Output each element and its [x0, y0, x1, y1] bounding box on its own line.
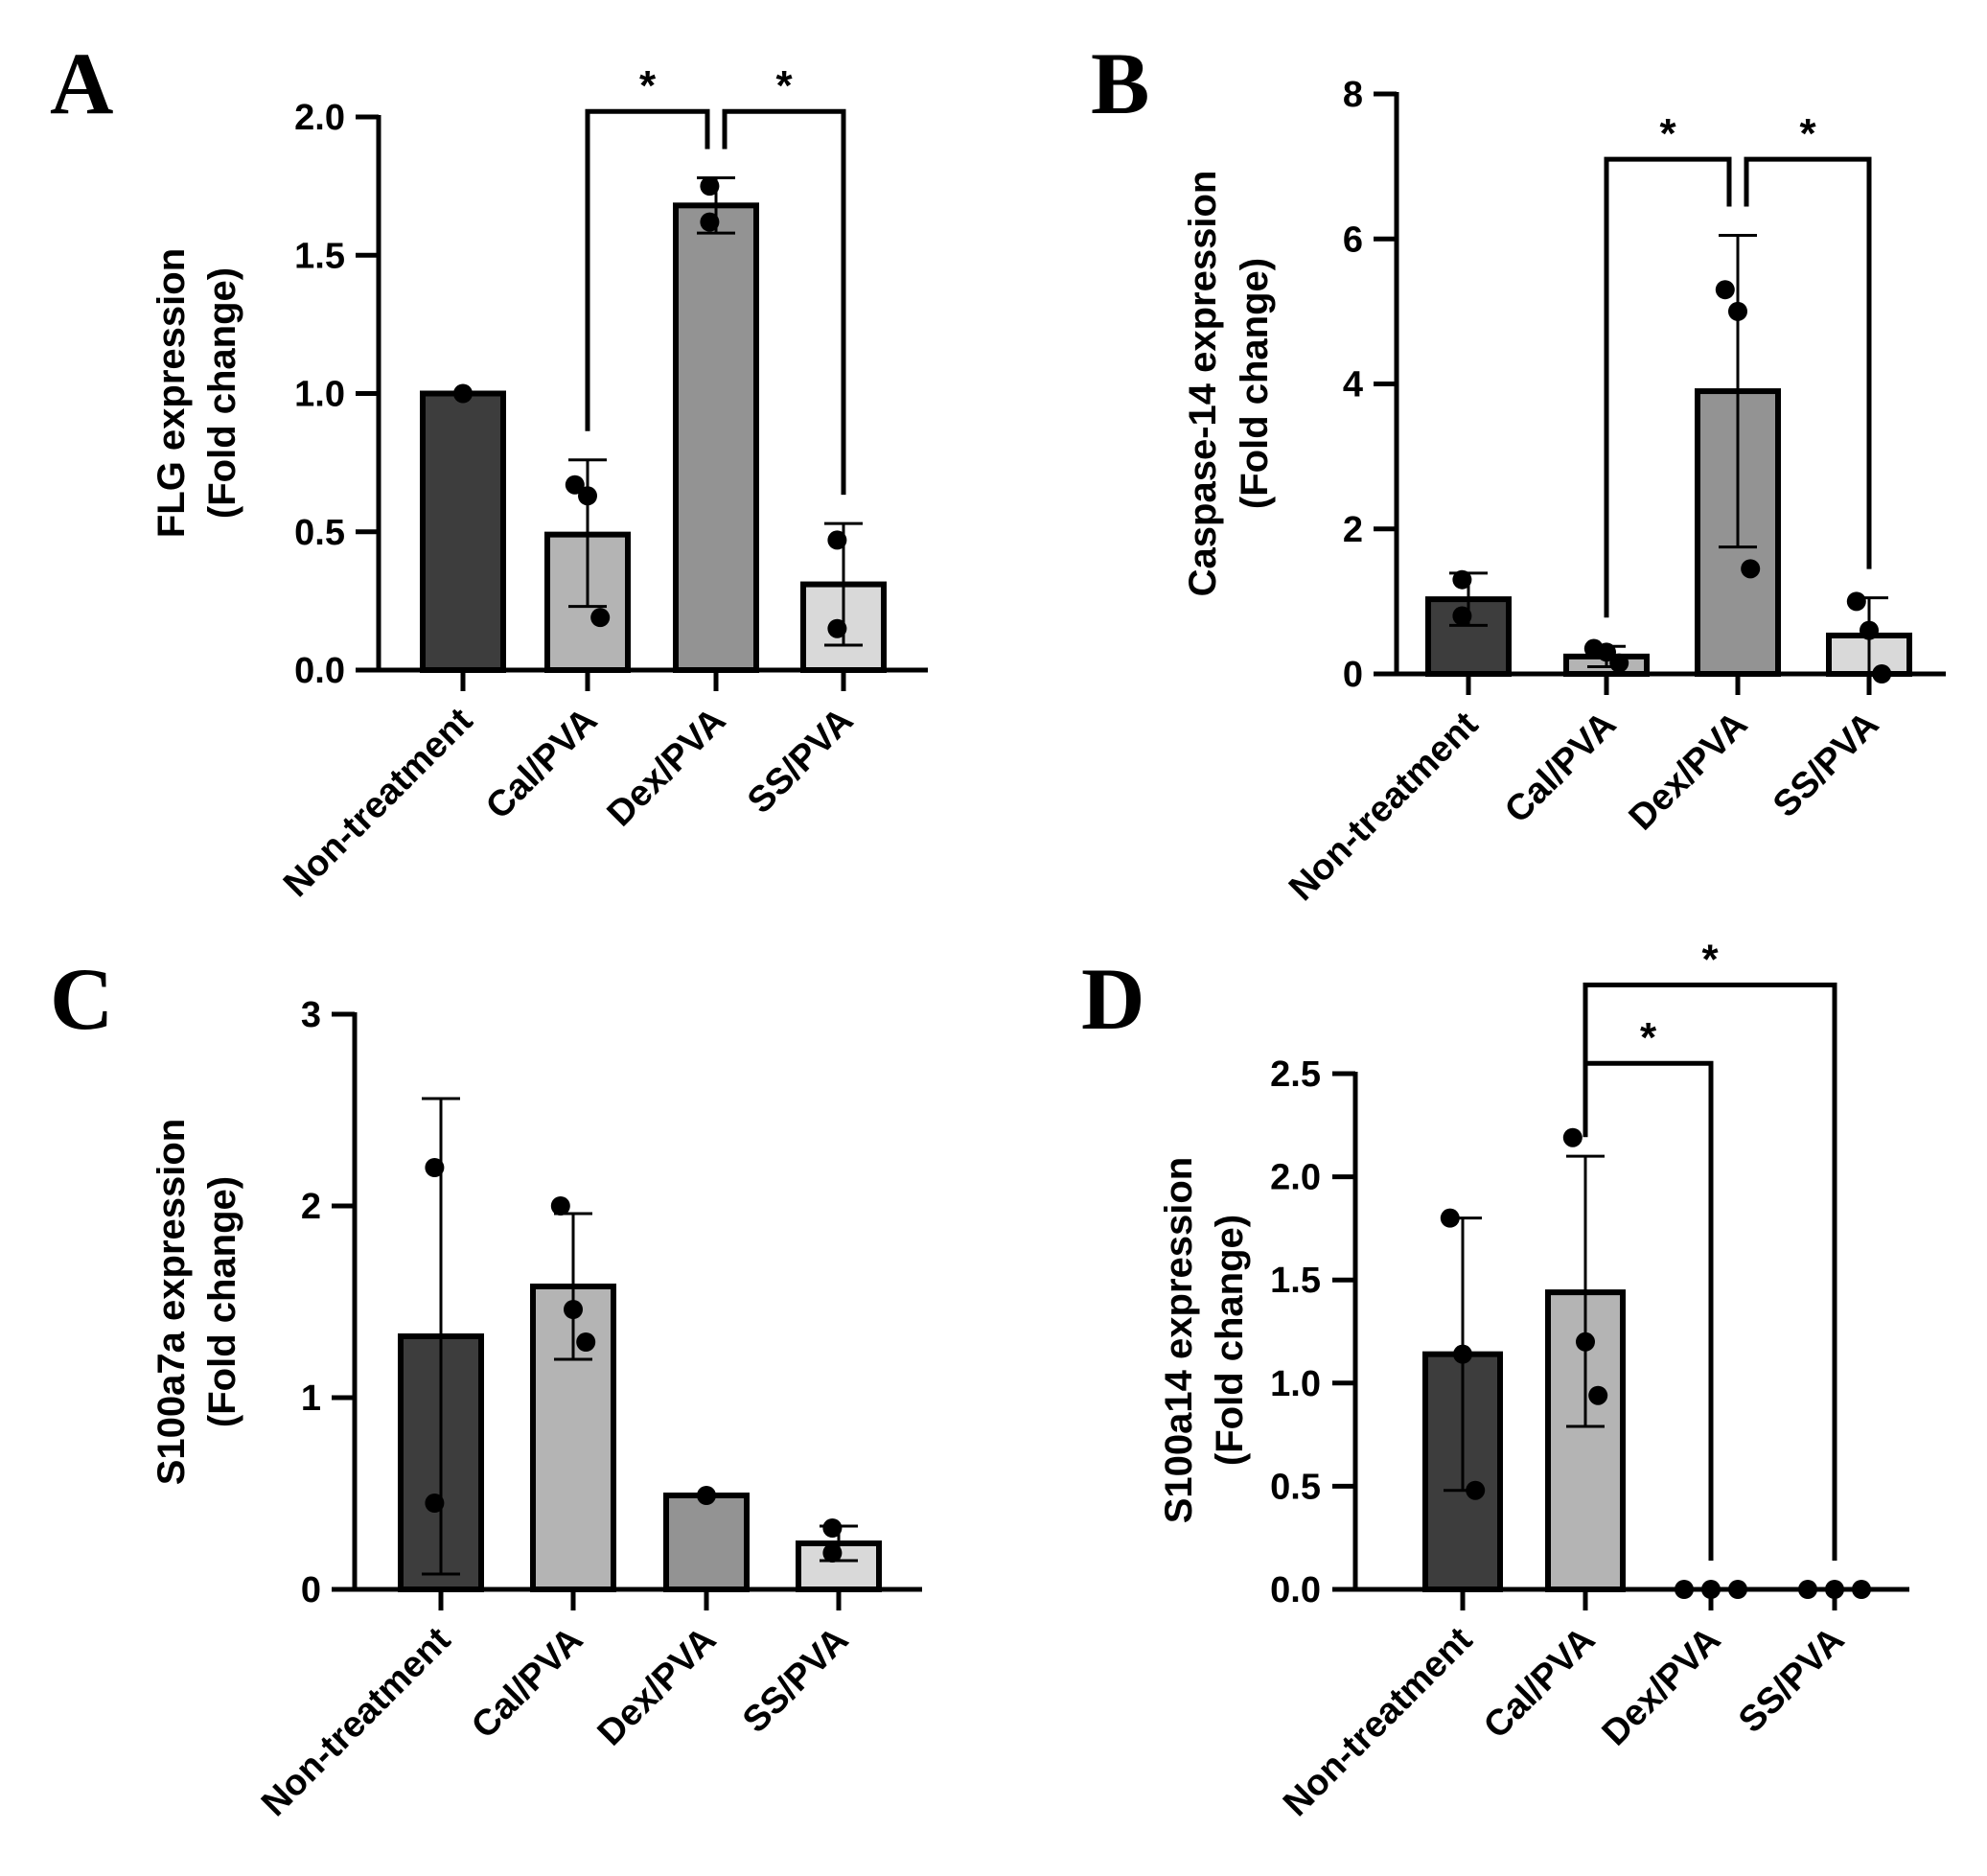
y-tick-label: 6 [1343, 220, 1363, 260]
y-tick-label: 1.0 [1270, 1364, 1321, 1404]
y-axis-title-line-2: (Fold change) [201, 1176, 243, 1427]
significance-star: * [639, 62, 657, 109]
data-point [1860, 620, 1879, 640]
data-point [578, 486, 597, 506]
plot-area: 0.00.51.01.52.0Non-treatmentCal/PVADex/P… [276, 62, 928, 905]
error-bar [422, 1097, 460, 1576]
y-tick-label: 1.0 [294, 375, 345, 415]
panel-letter: A [50, 35, 113, 132]
y-tick-label: 1.5 [294, 236, 345, 276]
significance-bracket: * [585, 62, 710, 431]
error-bar [1719, 233, 1757, 549]
y-tick-label: 3 [301, 995, 321, 1035]
bar-dex-pva [663, 1493, 750, 1592]
data-point [1741, 559, 1761, 579]
y-axis-title-line-2: (Fold change) [1234, 258, 1276, 509]
significance-bracket: * [722, 62, 846, 496]
y-tick-label: 8 [1343, 75, 1363, 115]
y-tick-label: 2.0 [294, 98, 345, 138]
data-point [1846, 591, 1866, 612]
data-point [822, 1518, 843, 1538]
y-tick-label: 0 [301, 1570, 321, 1610]
significance-bracket-line [1583, 982, 1837, 1561]
y-tick-label: 0.0 [1270, 1570, 1321, 1610]
data-point [1453, 1344, 1472, 1364]
data-point [1576, 1332, 1595, 1352]
data-point [453, 383, 473, 404]
y-tick-label: 2 [1343, 510, 1363, 550]
data-point [1728, 301, 1747, 321]
panel-letter: C [50, 950, 113, 1048]
data-point [827, 530, 847, 550]
significance-star: * [1799, 110, 1816, 157]
y-tick-label: 0 [1343, 655, 1363, 695]
y-tick-label: 2.5 [1270, 1054, 1321, 1095]
data-point [1588, 1385, 1608, 1405]
y-tick-label: 4 [1343, 365, 1363, 405]
panel-a-flg: A FLG expression (Fold change) 0.0 0.5 1.0… [50, 35, 928, 905]
y-tick-label: 2 [301, 1187, 321, 1227]
significance-bracket: * [1583, 936, 1837, 1561]
y-axis-title-line-1: FLG expression [150, 248, 193, 538]
data-point [550, 1196, 570, 1216]
data-point [425, 1494, 445, 1513]
significance-bracket: * [1744, 110, 1872, 569]
data-point [1466, 1480, 1486, 1500]
bar-dex-pva [673, 202, 759, 673]
data-point [1562, 1127, 1583, 1147]
data-point [1609, 653, 1629, 673]
data-point [565, 475, 585, 495]
y-axis-title-line-2: (Fold change) [201, 267, 243, 519]
significance-bracket-line [585, 108, 710, 431]
significance-bracket-line [1604, 156, 1732, 618]
y-tick-label: 1.5 [1270, 1261, 1321, 1301]
data-point [700, 212, 720, 232]
y-tick-label: 0.5 [1270, 1467, 1321, 1507]
y-tick-label: 2.0 [1270, 1158, 1321, 1198]
data-point [1597, 642, 1616, 662]
data-point [827, 618, 847, 638]
error-bar [1566, 1154, 1605, 1428]
significance-star: * [1701, 936, 1719, 983]
data-point [700, 176, 720, 197]
data-point [425, 1158, 445, 1177]
panel-letter: B [1091, 35, 1149, 132]
data-point [590, 608, 611, 628]
significance-star: * [775, 62, 793, 109]
y-tick-label: 1 [301, 1378, 321, 1419]
y-tick-label: 0.0 [294, 651, 345, 691]
data-point [1452, 569, 1472, 590]
significance-star: * [1659, 110, 1676, 157]
error-bar [568, 458, 607, 609]
data-point [697, 1486, 716, 1505]
significance-star: * [1640, 1014, 1657, 1061]
data-point [564, 1300, 583, 1319]
y-tick-label: 0.5 [294, 513, 345, 553]
significance-bracket-line [722, 108, 846, 496]
y-axis-title-line-2: (Fold change) [1209, 1215, 1251, 1466]
y-axis-title-line-1: Caspase-14 expression [1182, 171, 1224, 597]
data-point [576, 1332, 596, 1352]
bar-non-treatment [420, 390, 506, 673]
data-point [1452, 606, 1472, 626]
significance-bracket-line [1744, 156, 1872, 569]
y-axis-title-line-1: S100a14 expression [1158, 1157, 1200, 1523]
y-axis-title-line-1: S100a7a expression [150, 1119, 193, 1485]
panel-letter: D [1081, 950, 1144, 1048]
significance-bracket: * [1604, 110, 1732, 618]
data-point [1715, 280, 1735, 300]
data-point [1440, 1208, 1460, 1228]
data-point [822, 1543, 843, 1563]
